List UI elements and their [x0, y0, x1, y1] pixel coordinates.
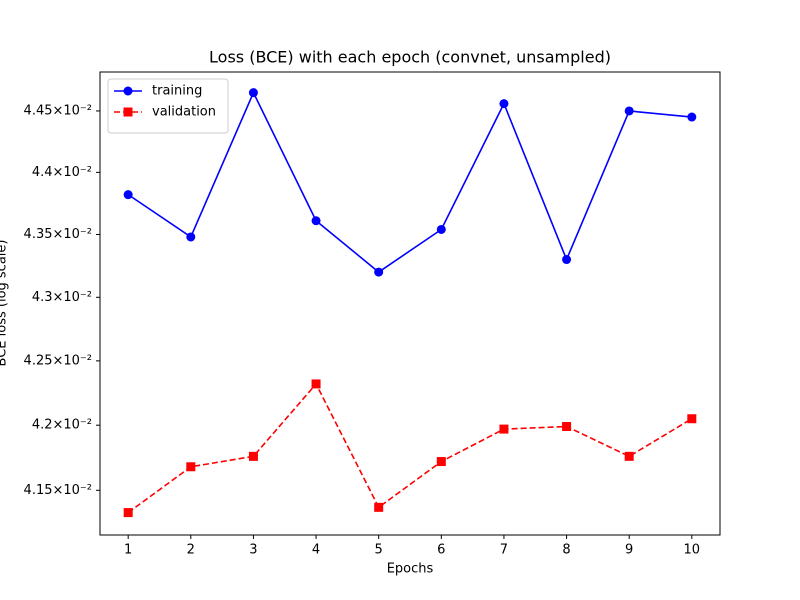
data-point — [186, 462, 196, 472]
data-point — [248, 451, 258, 461]
x-tick-label: 7 — [500, 543, 508, 558]
y-tick-label: 4.3×10⁻² — [32, 290, 92, 305]
legend-box — [107, 78, 229, 134]
y-tick-label: 4.15×10⁻² — [24, 483, 92, 498]
data-point — [248, 88, 258, 98]
legend-label: training — [152, 84, 202, 99]
data-point — [186, 232, 196, 242]
x-tick-label: 9 — [625, 543, 633, 558]
data-point — [311, 379, 321, 389]
y-tick-label: 4.4×10⁻² — [32, 165, 92, 180]
data-point — [562, 421, 572, 431]
x-axis-label: Epochs — [387, 562, 434, 577]
data-point — [624, 451, 634, 461]
x-tick-label: 5 — [375, 543, 383, 558]
series-line — [127, 382, 693, 514]
y-tick-label: 4.25×10⁻² — [24, 353, 92, 368]
y-tick-label: 4.2×10⁻² — [32, 418, 92, 433]
data-point — [499, 424, 509, 434]
y-tick-label: 4.35×10⁻² — [24, 227, 92, 242]
x-tick-label: 8 — [562, 543, 570, 558]
data-point — [123, 508, 133, 518]
data-point — [562, 255, 572, 265]
x-tick-label: 2 — [187, 543, 195, 558]
data-point — [123, 190, 133, 200]
legend-label: validation — [152, 105, 216, 120]
data-point — [311, 216, 321, 226]
data-point — [687, 112, 697, 122]
legend-marker — [123, 86, 133, 96]
data-point — [624, 106, 634, 116]
x-tick-label: 1 — [124, 543, 132, 558]
data-point — [374, 267, 384, 277]
data-point — [687, 414, 697, 424]
legend: training validation — [107, 78, 229, 134]
x-tick-label: 4 — [312, 543, 320, 558]
data-point — [374, 502, 384, 512]
data-point — [499, 99, 509, 109]
legend-marker — [123, 107, 133, 117]
x-tick-label: 10 — [684, 543, 701, 558]
x-tick-label: 6 — [437, 543, 445, 558]
y-axis-label: BCE loss (log scale) — [0, 240, 10, 367]
chart-title: Loss (BCE) with each epoch (convnet, uns… — [209, 48, 611, 67]
x-tick-label: 3 — [249, 543, 257, 558]
y-tick-label: 4.45×10⁻² — [24, 103, 92, 118]
data-point — [436, 224, 446, 234]
plot-frame — [99, 71, 721, 536]
data-point — [436, 457, 446, 467]
series-line — [127, 90, 692, 274]
